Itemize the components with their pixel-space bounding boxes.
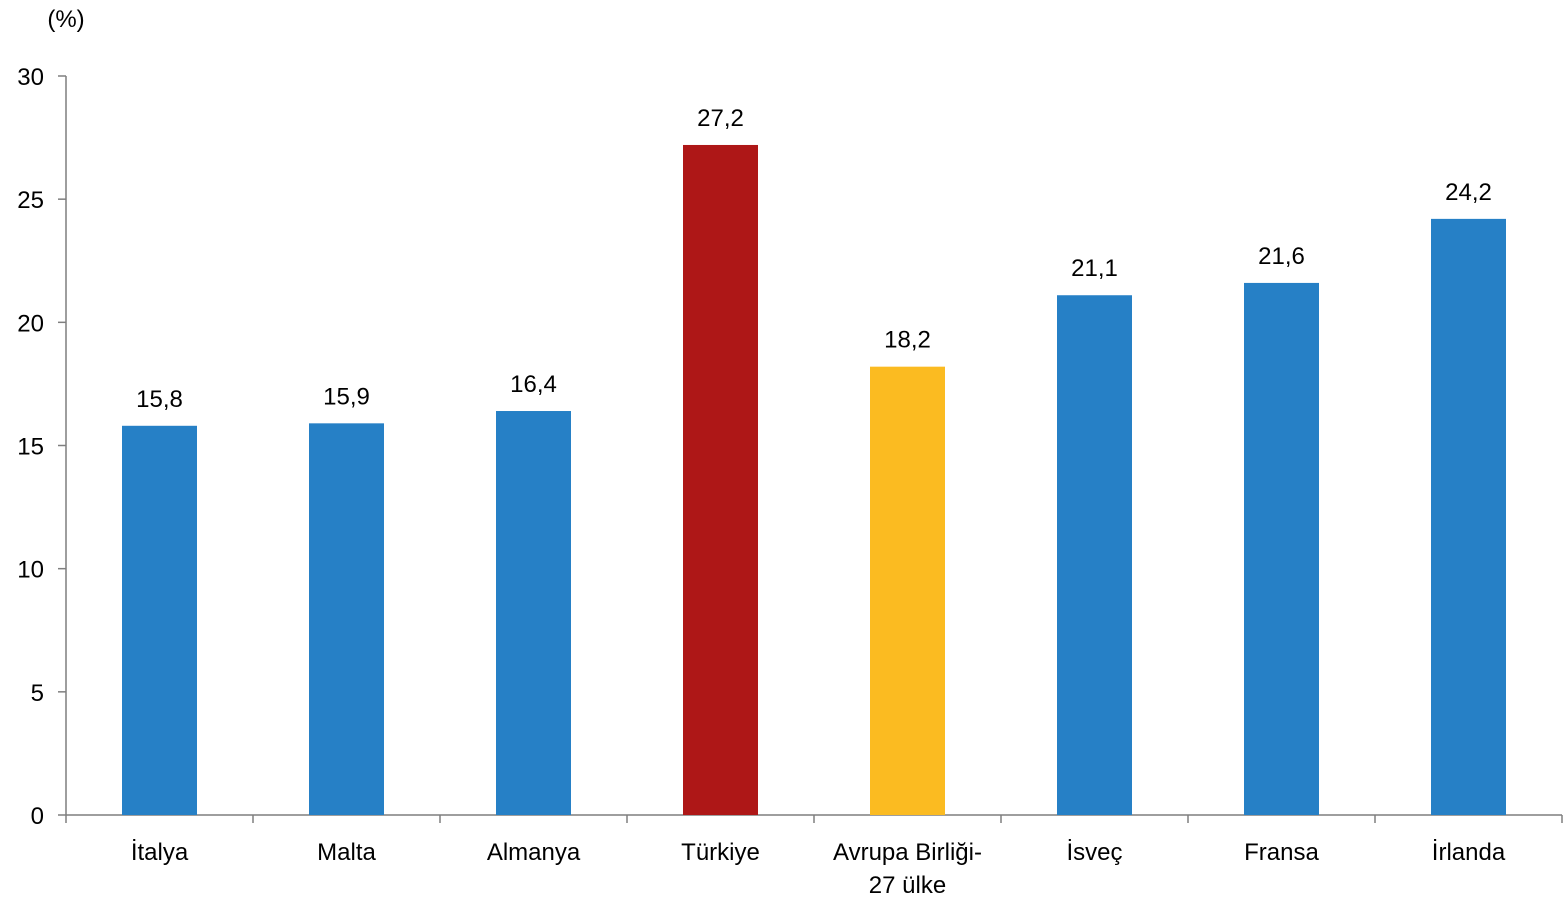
bar — [122, 425, 197, 815]
axes: 0 5 10 15 20 25 30 — [17, 64, 1563, 830]
x-category-label: Malta — [317, 839, 376, 866]
x-category-label: İsveç — [1066, 839, 1122, 866]
data-label: 16,4 — [510, 371, 557, 398]
bar — [309, 423, 384, 815]
x-category-label: Almanya — [487, 839, 581, 866]
bar — [1057, 295, 1132, 815]
x-category-label: Fransa — [1244, 839, 1319, 866]
y-tick-label: 10 — [17, 557, 44, 584]
y-tick-label: 5 — [31, 680, 44, 707]
data-label: 18,2 — [884, 327, 931, 354]
data-label: 27,2 — [697, 105, 744, 132]
bars — [122, 144, 1506, 815]
y-tick-label: 30 — [17, 64, 44, 91]
labels: 15,8 İtalya 15,9 Malta 16,4 Almanya 27,2 Türkiy… — [131, 105, 1506, 899]
bar — [1431, 218, 1506, 815]
y-tick-label: 15 — [17, 434, 44, 461]
x-category-label: İtalya — [131, 839, 189, 866]
x-category-label: İrlanda — [1432, 839, 1506, 866]
data-label: 21,1 — [1071, 255, 1118, 282]
y-tick-label: 0 — [31, 803, 44, 830]
data-label: 24,2 — [1445, 179, 1492, 206]
y-tick-label: 25 — [17, 187, 44, 214]
data-label: 15,8 — [136, 386, 183, 413]
x-category-label: 27 ülke — [869, 872, 946, 899]
data-label: 15,9 — [323, 383, 370, 410]
bar — [870, 366, 945, 815]
x-category-label: Türkiye — [681, 839, 760, 866]
y-tick-label: 20 — [17, 310, 44, 337]
bar — [496, 411, 571, 815]
x-category-label: Avrupa Birliği- — [833, 839, 982, 866]
data-label: 21,6 — [1258, 243, 1305, 270]
bar — [683, 144, 758, 815]
y-unit-label: (%) — [47, 6, 84, 33]
bar — [1244, 282, 1319, 815]
